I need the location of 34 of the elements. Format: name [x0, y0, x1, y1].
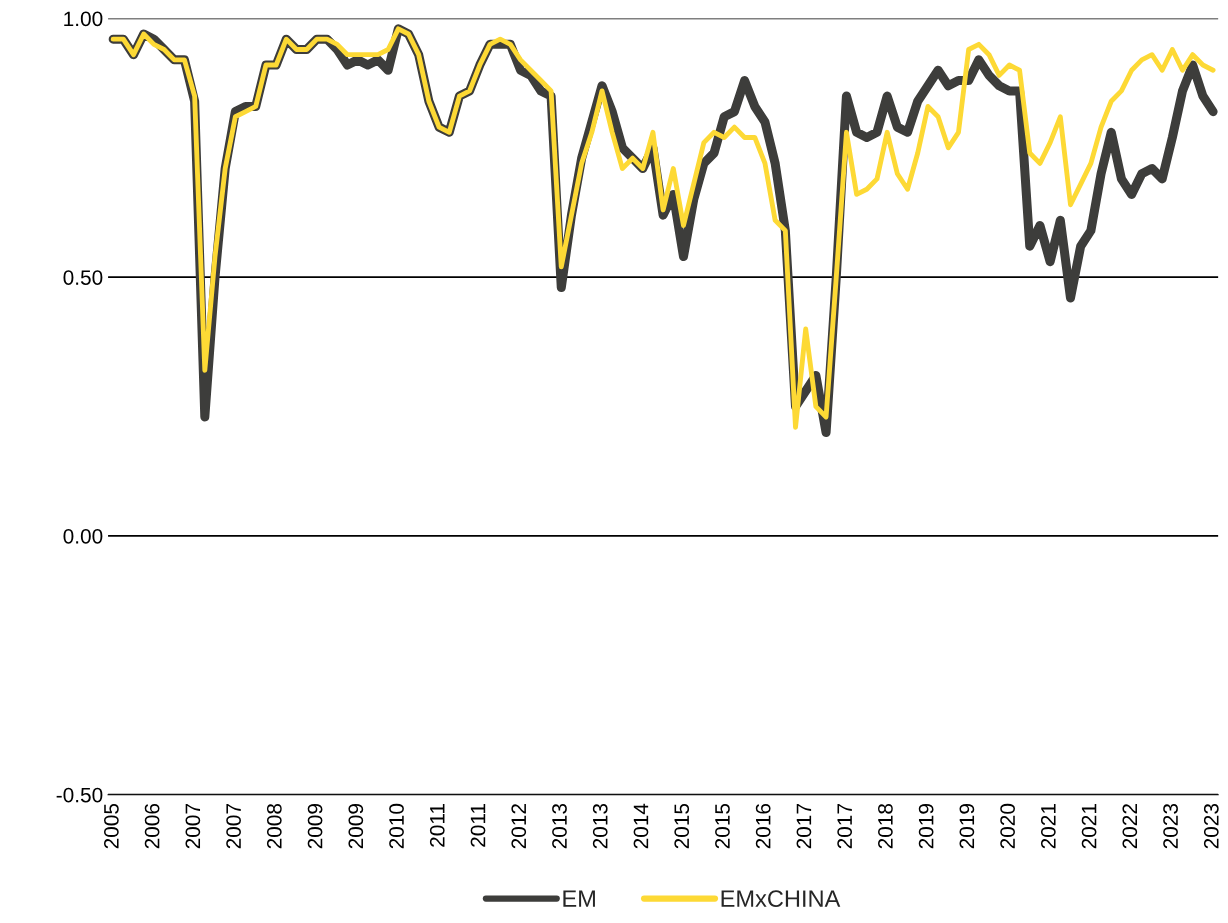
legend-label: EM [563, 890, 595, 907]
x-tick-label: 2022 [1122, 804, 1138, 849]
x-tick-label: 2009 [348, 804, 364, 849]
x-tick-label: 2005 [104, 803, 119, 849]
x-tick-label: 2019 [918, 804, 934, 849]
x-tick-label: 2013 [552, 803, 567, 849]
x-tick-label: 2021 [1040, 804, 1056, 849]
x-tick-label: 2014 [633, 803, 649, 849]
legend-label: EMxCHINA [721, 890, 841, 908]
x-tick-label: 2011 [429, 804, 445, 847]
x-tick-label: 2017 [796, 804, 812, 849]
x-tick-label: 2021 [1081, 804, 1097, 849]
x-tick-label: 2010 [389, 803, 404, 849]
x-tick-label: 2012 [511, 804, 527, 849]
x-tick-label: 2023 [1203, 803, 1219, 849]
x-tick-label: 2017 [837, 804, 853, 849]
x-tick-label: 2020 [1000, 803, 1015, 849]
y-tick-label: 0.50 [63, 270, 103, 285]
x-tick-label: 2011 [470, 804, 486, 847]
x-tick-label: 2007 [226, 804, 241, 849]
x-tick-label: 2019 [959, 804, 975, 849]
x-tick-label: 2006 [144, 803, 160, 849]
x-tick-label: 2015 [715, 803, 730, 849]
x-tick-label: 2007 [185, 804, 201, 849]
x-tick-label: 2018 [878, 803, 893, 849]
x-tick-label: 2009 [307, 804, 323, 849]
x-tick-label: 2023 [1163, 803, 1178, 849]
x-tick-label: 2016 [755, 803, 771, 849]
x-tick-label: 2013 [592, 803, 608, 849]
y-tick-label: 1.00 [64, 11, 103, 27]
x-tick-label: 2008 [266, 803, 282, 849]
x-tick-label: 2015 [674, 803, 690, 849]
y-tick-label: 0.00 [63, 528, 103, 544]
y-tick-label: -0.50 [56, 787, 103, 803]
